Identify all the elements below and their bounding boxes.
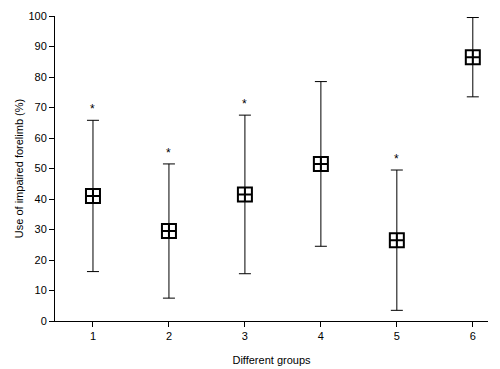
svg-text:4: 4 [318,330,324,342]
svg-text:5: 5 [394,330,400,342]
svg-text:3: 3 [242,330,248,342]
svg-text:*: * [242,97,247,111]
svg-text:1: 1 [90,330,96,342]
svg-text:10: 10 [35,284,47,296]
svg-text:30: 30 [35,223,47,235]
svg-text:*: * [166,146,171,160]
svg-text:20: 20 [35,254,47,266]
svg-text:6: 6 [470,330,476,342]
svg-text:*: * [394,152,399,166]
svg-text:80: 80 [35,71,47,83]
svg-text:Use of impaired forelimb (%): Use of impaired forelimb (%) [13,99,25,238]
svg-text:60: 60 [35,132,47,144]
svg-text:50: 50 [35,162,47,174]
svg-text:100: 100 [28,10,46,22]
svg-text:40: 40 [35,193,47,205]
svg-text:70: 70 [35,101,47,113]
svg-text:2: 2 [166,330,172,342]
svg-text:0: 0 [41,315,47,327]
svg-text:Different groups: Different groups [232,354,311,366]
svg-text:90: 90 [35,40,47,52]
svg-text:*: * [90,102,95,116]
